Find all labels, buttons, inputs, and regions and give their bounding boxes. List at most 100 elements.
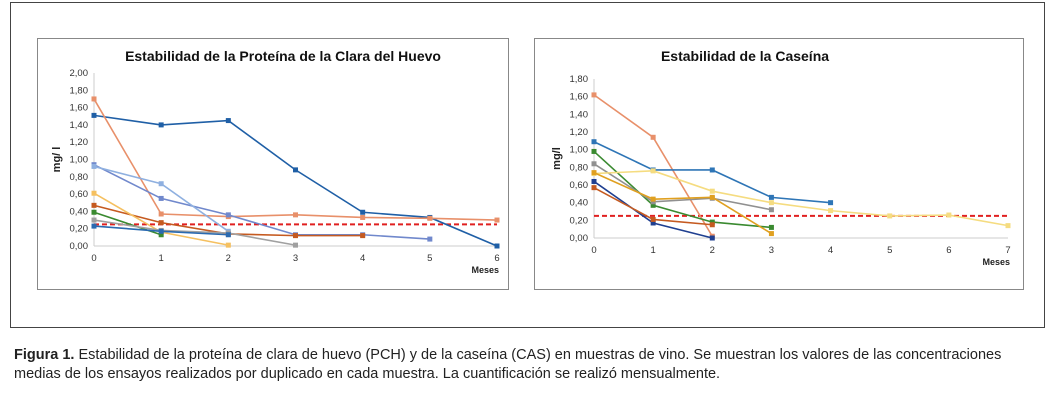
y-tick-label: 0,00 (70, 241, 89, 252)
y-tick-label: 1,40 (570, 109, 589, 120)
series-line-0 (93, 114, 498, 247)
y-tick-label: 1,20 (570, 127, 589, 138)
data-point (650, 134, 656, 140)
y-tick-label: 0,80 (570, 162, 589, 173)
data-point (650, 216, 656, 222)
data-point (768, 207, 774, 213)
data-point (91, 112, 97, 118)
x-tick-label: 0 (91, 253, 96, 264)
data-point (494, 217, 500, 223)
data-point (591, 170, 597, 176)
data-point (360, 214, 366, 220)
data-point (158, 181, 164, 187)
series-line-4 (593, 170, 1009, 227)
data-point (293, 242, 298, 248)
x-tick-label: 6 (946, 245, 951, 256)
x-tick-label: 6 (494, 253, 499, 264)
data-point (709, 167, 715, 173)
series-line-5 (593, 171, 772, 235)
x-tick-label: 2 (710, 245, 715, 256)
y-axis-label: mg/ l (51, 147, 63, 173)
data-point (91, 202, 97, 208)
y-tick-label: 0,60 (70, 189, 89, 200)
y-tick-label: 0,20 (70, 224, 89, 235)
chart-title: Estabilidad de la Proteína de la Clara d… (125, 48, 441, 64)
caption-text: Estabilidad de la proteína de clara de h… (14, 347, 1002, 382)
x-tick-label: 3 (293, 253, 298, 264)
data-point (91, 96, 97, 102)
data-point (91, 209, 97, 215)
data-point (768, 231, 774, 237)
data-point (225, 212, 231, 218)
y-tick-label: 1,40 (70, 120, 89, 131)
data-point (158, 228, 164, 234)
data-point (591, 139, 597, 145)
data-point (828, 208, 834, 214)
data-point (158, 211, 164, 217)
data-point (591, 178, 597, 184)
data-point (650, 168, 656, 174)
x-tick-label: 1 (650, 245, 655, 256)
data-point (768, 224, 774, 230)
y-tick-label: 1,80 (570, 74, 589, 85)
data-point (887, 213, 893, 219)
data-point (709, 219, 715, 225)
data-point (158, 122, 164, 128)
y-tick-label: 1,00 (570, 145, 589, 156)
data-point (91, 217, 97, 223)
x-tick-label: 4 (828, 245, 833, 256)
data-point (591, 161, 597, 167)
y-tick-label: 0,00 (570, 233, 589, 244)
y-tick-label: 2,00 (70, 68, 89, 79)
data-point (828, 200, 834, 206)
y-axis-label: mg/l (551, 147, 563, 170)
data-point (158, 232, 164, 238)
series-line-1 (93, 98, 498, 221)
chart-egg-white-protein: Estabilidad de la Proteína de la Clara d… (37, 38, 509, 290)
x-tick-label: 0 (591, 245, 596, 256)
x-tick-label: 4 (360, 253, 365, 264)
data-point (158, 220, 164, 226)
x-tick-label: 2 (226, 253, 231, 264)
y-tick-label: 0,40 (70, 206, 89, 217)
data-point (591, 185, 597, 191)
y-tick-label: 1,20 (70, 137, 89, 148)
x-tick-label: 7 (1005, 245, 1010, 256)
data-point (1005, 223, 1011, 229)
chart-title: Estabilidad de la Caseína (661, 48, 829, 64)
data-point (946, 212, 952, 218)
x-tick-label: 5 (427, 253, 432, 264)
series-line-2 (93, 163, 430, 240)
data-point (225, 232, 231, 238)
data-point (650, 199, 656, 205)
data-point (360, 209, 366, 215)
x-tick-label: 1 (159, 253, 164, 264)
figure-frame (10, 2, 1045, 328)
y-tick-label: 0,60 (570, 180, 589, 191)
y-tick-label: 1,00 (70, 155, 89, 166)
series-line-2 (593, 150, 772, 229)
x-tick-label: 5 (887, 245, 892, 256)
data-point (650, 202, 656, 208)
x-tick-label: 3 (769, 245, 774, 256)
series-line-6 (593, 180, 713, 239)
data-point (360, 233, 366, 239)
data-point (293, 167, 298, 173)
x-axis-label: Meses (471, 265, 499, 275)
data-point (650, 220, 656, 226)
y-tick-label: 0,20 (570, 215, 589, 226)
y-tick-label: 1,60 (70, 103, 89, 114)
data-point (591, 92, 597, 98)
data-point (427, 236, 433, 242)
data-point (709, 222, 715, 228)
x-axis-label: Meses (982, 257, 1010, 267)
y-tick-label: 0,80 (70, 172, 89, 183)
data-point (591, 148, 597, 154)
data-point (225, 118, 231, 124)
chart-casein: Estabilidad de la Caseína 0,00 0,20 0,40 0,6… (534, 38, 1024, 290)
figure-caption: Figura 1. Estabilidad de la proteína de … (14, 346, 1039, 384)
data-point (91, 190, 97, 196)
data-point (709, 235, 715, 241)
data-point (650, 196, 656, 202)
series-line-3 (593, 163, 772, 211)
